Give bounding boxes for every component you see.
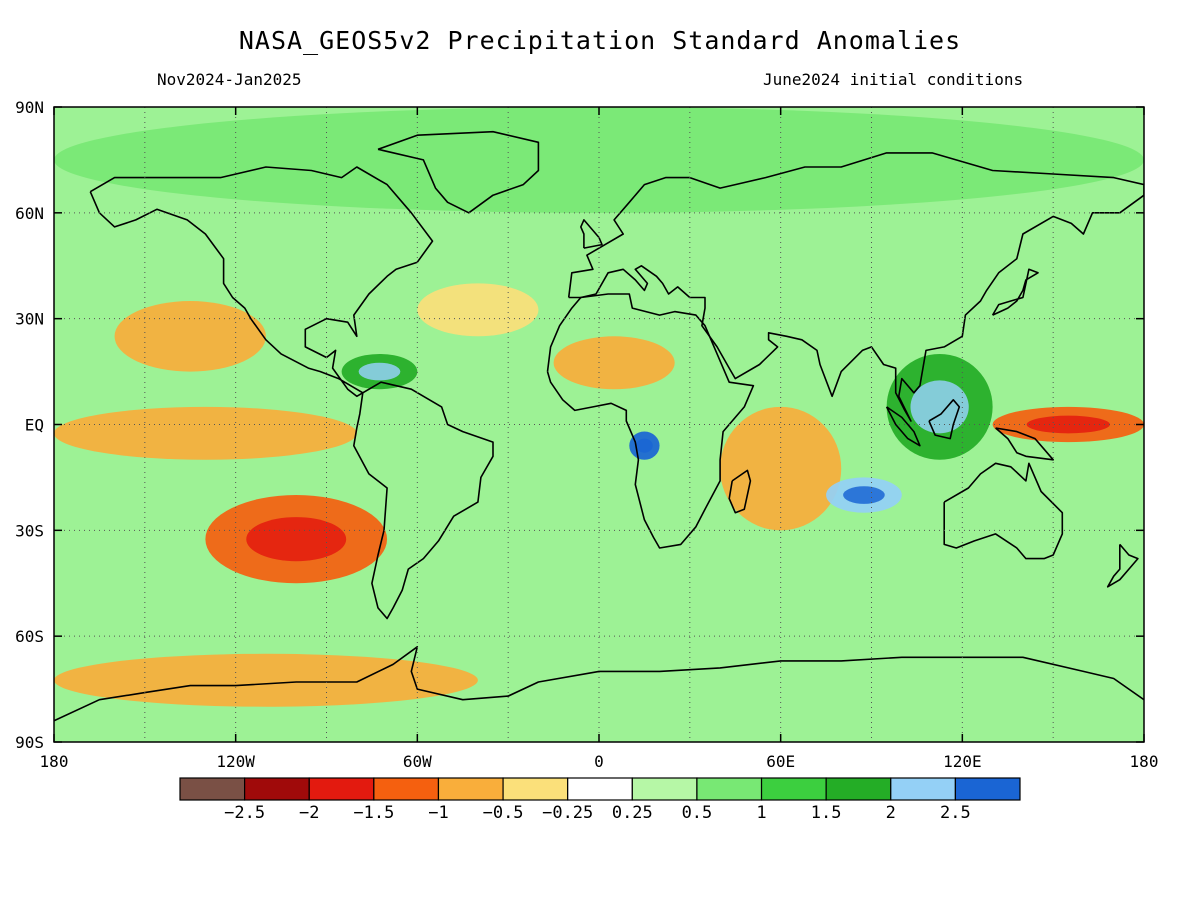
lon-tick-label: 180 xyxy=(1130,752,1159,771)
anomaly-core xyxy=(1026,415,1110,434)
colorbar-label: 0.25 xyxy=(612,803,653,823)
coastline-sumatra xyxy=(885,406,921,447)
colorbar-swatch xyxy=(696,777,763,801)
coastline-japan xyxy=(991,268,1039,316)
colorbar-swatch xyxy=(954,777,1021,801)
anomaly-region xyxy=(720,406,842,531)
lat-tick-label: 90N xyxy=(15,98,44,117)
colorbar-swatch xyxy=(825,777,892,801)
anomaly-region xyxy=(553,336,675,390)
lat-tick-label: 90S xyxy=(15,733,44,752)
init-conditions-label: June2024 initial conditions xyxy=(763,70,1024,89)
lon-tick-label: 0 xyxy=(594,752,604,771)
period-label: Nov2024-Jan2025 xyxy=(157,70,302,89)
colorbar-label: −2.5 xyxy=(224,803,265,823)
lon-tick-label: 60E xyxy=(766,752,795,771)
lat-tick-label: 60S xyxy=(15,627,44,646)
coastlines xyxy=(54,130,1144,722)
colorbar-swatch xyxy=(179,777,246,801)
colorbar-swatch xyxy=(502,777,569,801)
lon-tick-label: 120E xyxy=(943,752,982,771)
colorbar-label: −0.5 xyxy=(483,803,524,823)
coastline-madagascar xyxy=(728,469,752,514)
anomaly-region xyxy=(114,301,266,372)
anomaly-core xyxy=(843,486,885,504)
anomaly-field xyxy=(54,107,1144,707)
anomaly-region xyxy=(54,653,478,707)
lat-tick-label: 30S xyxy=(15,521,44,540)
colorbar-label: 0.5 xyxy=(682,803,713,823)
colorbar-label: 1.5 xyxy=(811,803,842,823)
lon-tick-label: 120W xyxy=(216,752,255,771)
coastline-australia xyxy=(943,462,1064,560)
colorbar-swatch xyxy=(890,777,956,801)
coastline-borneo xyxy=(928,398,961,440)
coastline-south-america xyxy=(352,381,494,620)
coastline-eurasia xyxy=(567,152,1144,422)
coastline-africa xyxy=(546,293,755,549)
colorbar-swatch xyxy=(308,777,375,801)
colorbar-label: 1 xyxy=(756,803,766,823)
colorbar-swatch xyxy=(631,777,698,801)
colorbar-label: 2.5 xyxy=(940,803,971,823)
anomaly-core xyxy=(358,362,401,381)
colorbar-label: 2 xyxy=(886,803,896,823)
colorbar-swatch xyxy=(437,777,504,801)
colorbar xyxy=(179,777,1021,801)
colorbar-label: −2 xyxy=(299,803,319,823)
colorbar-label: −0.25 xyxy=(542,803,593,823)
coastline-north-america xyxy=(89,166,434,398)
map-title: NASA_GEOS5v2 Precipitation Standard Anom… xyxy=(238,26,962,55)
anomaly-region xyxy=(54,406,357,460)
lat-tick-label: EQ xyxy=(25,416,44,435)
colorbar-swatch xyxy=(760,777,827,801)
lon-tick-label: 180 xyxy=(40,752,69,771)
coastline-new-guinea xyxy=(995,427,1054,461)
lon-tick-label: 60W xyxy=(403,752,432,771)
anomaly-core xyxy=(246,517,347,562)
colorbar-swatch xyxy=(567,777,633,801)
anomaly-region xyxy=(417,283,539,337)
coastline-greenland xyxy=(377,130,540,214)
anomaly-region xyxy=(54,107,1144,213)
lat-tick-label: 60N xyxy=(15,204,44,223)
anomaly-core xyxy=(636,438,653,453)
lat-tick-label: 30N xyxy=(15,310,44,329)
colorbar-label: −1.5 xyxy=(353,803,394,823)
coastline-uk xyxy=(579,219,603,249)
colorbar-label: −1 xyxy=(428,803,448,823)
gridlines xyxy=(54,107,1144,742)
coastline-new-zealand xyxy=(1106,543,1139,588)
colorbar-swatch xyxy=(373,777,440,801)
colorbar-swatch xyxy=(244,777,310,801)
